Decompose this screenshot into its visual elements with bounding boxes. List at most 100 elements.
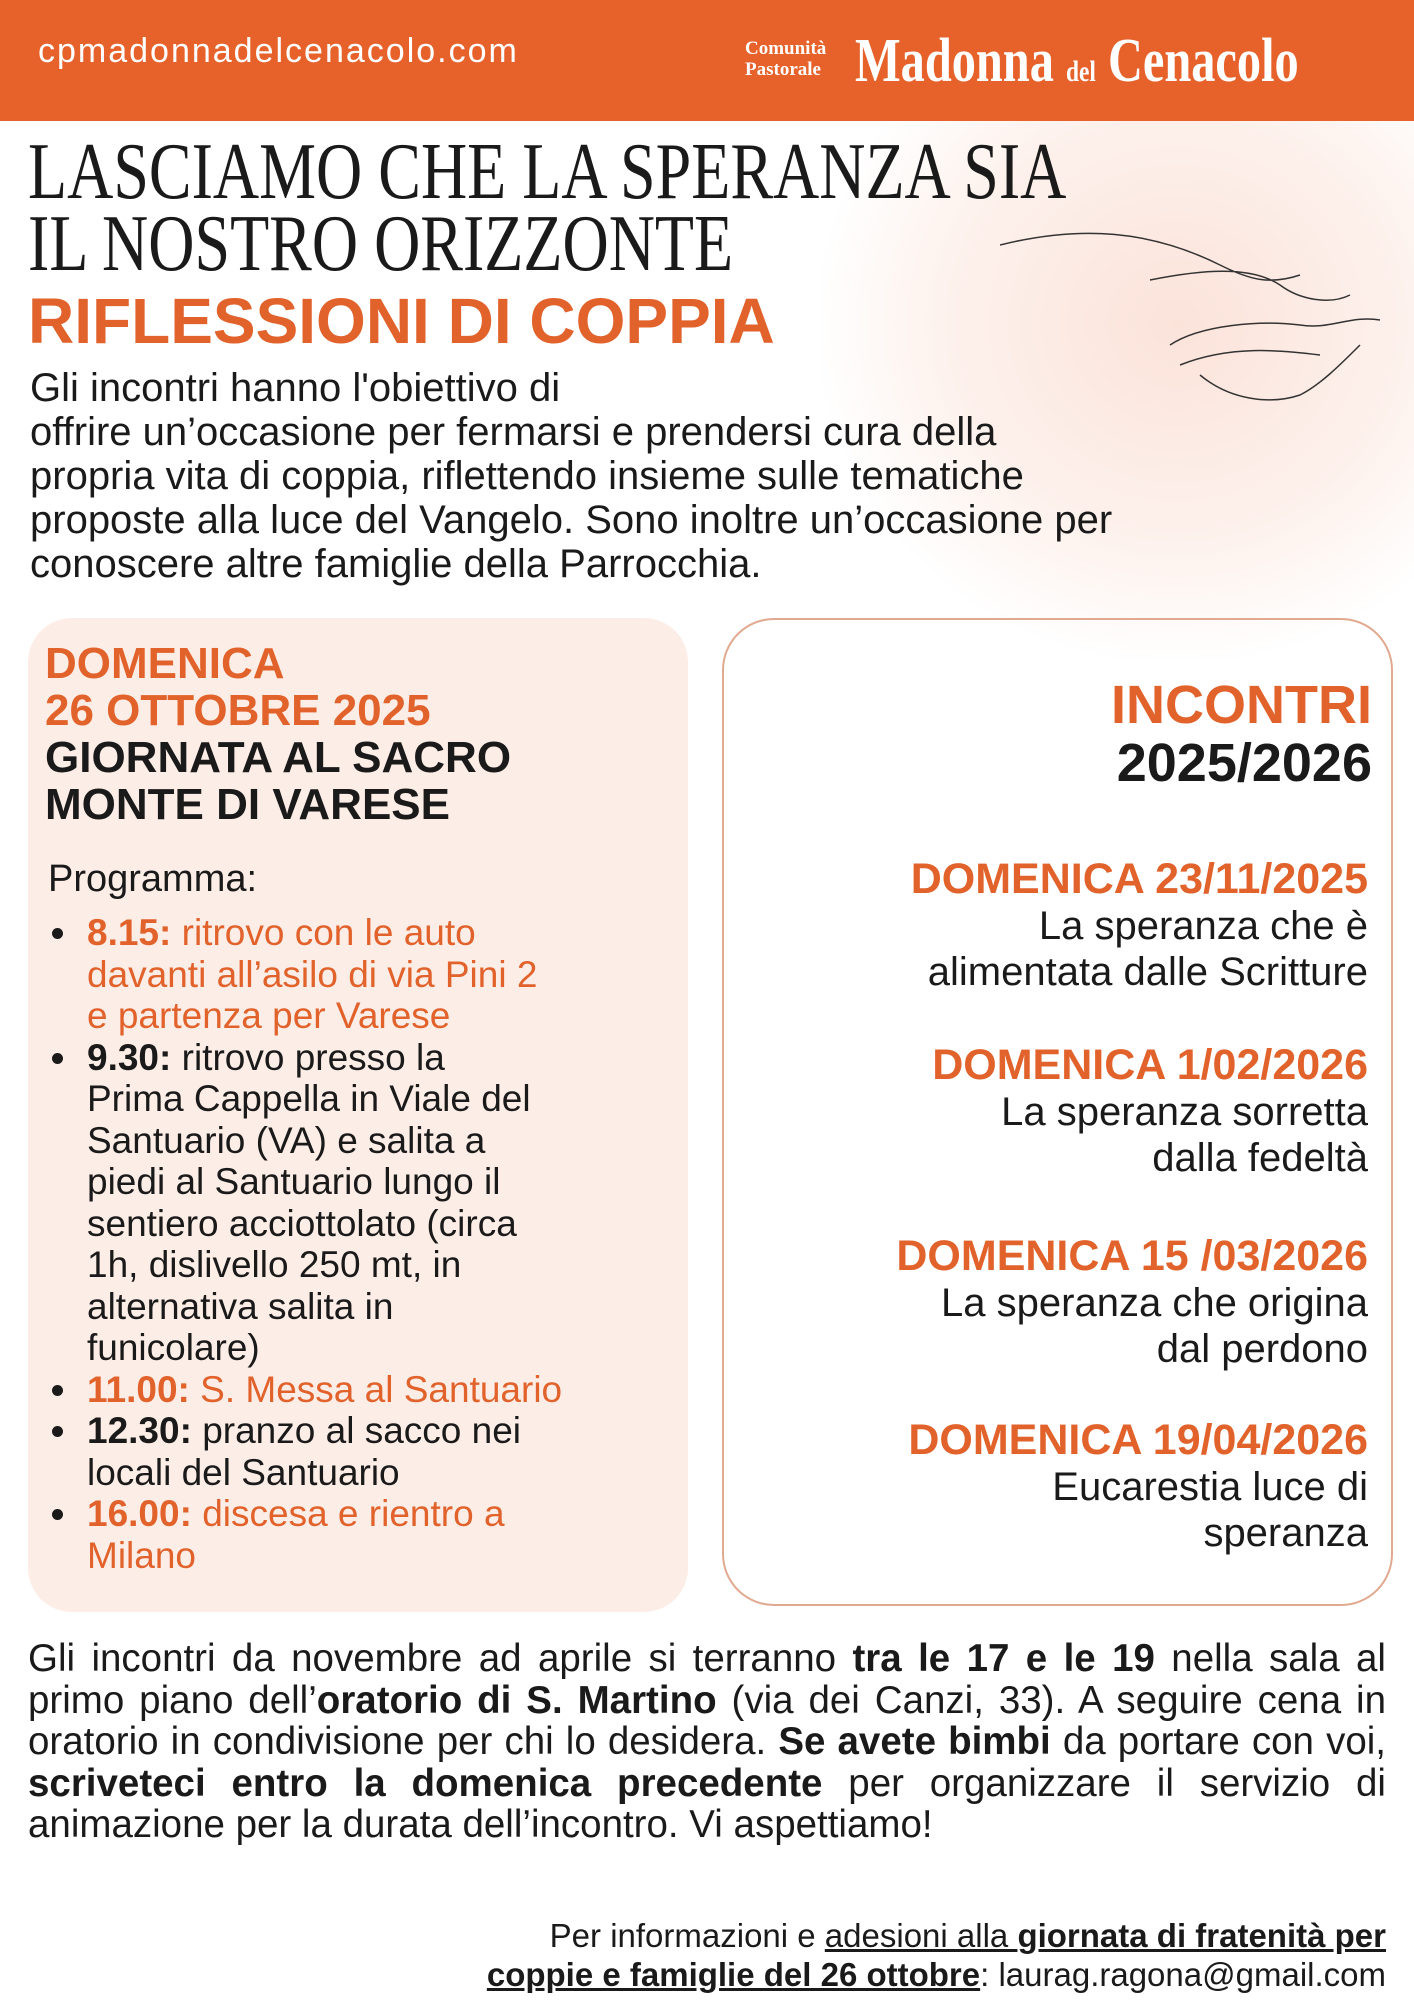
program-text: discesa e rientro a bbox=[202, 1493, 505, 1534]
date-line: DOMENICA bbox=[45, 639, 285, 688]
meeting-date: DOMENICA 15 /03/2026 bbox=[896, 1232, 1368, 1280]
notes: Gli incontri da novembre ad aprile si te… bbox=[28, 1638, 1386, 1846]
program-item: 9.30: ritrovo presso la Prima Cappella in… bbox=[50, 1037, 562, 1369]
title: LASCIAMO CHE LA SPERANZA SIA IL NOSTRO O… bbox=[28, 128, 1067, 288]
logo-name: Madonna del Cenacolo bbox=[855, 26, 1299, 97]
meeting: DOMENICA 23/11/2025 La speranza che è alim… bbox=[911, 855, 1368, 995]
logo-line: Comunità bbox=[745, 38, 827, 59]
background-decor bbox=[820, 100, 1414, 660]
event-title-line: GIORNATA AL SACRO bbox=[45, 733, 512, 782]
meeting: DOMENICA 19/04/2026 Eucarestia luce di spe… bbox=[908, 1416, 1368, 1556]
program-item: 8.15: ritrovo con le auto davanti all’asi… bbox=[50, 912, 562, 1037]
program-text: sentiero acciottolato (circa bbox=[87, 1202, 517, 1244]
subtitle: RIFLESSIONI DI COPPIA bbox=[28, 285, 775, 357]
event-title-line: MONTE DI VARESE bbox=[45, 780, 451, 829]
header-band bbox=[0, 0, 1414, 121]
program-line: Prima Cappella in Viale del bbox=[87, 1078, 562, 1120]
meetings-heading: INCONTRI 2025/2026 bbox=[1111, 676, 1372, 792]
program-line: 9.30: ritrovo presso la bbox=[87, 1037, 562, 1079]
contact-text: : laurag.ragona@gmail.com bbox=[980, 1956, 1386, 1993]
program-text: 1h, dislivello 250 mt, in bbox=[87, 1244, 462, 1285]
bullet bbox=[52, 1509, 63, 1520]
program-time: 9.30: bbox=[87, 1036, 172, 1078]
program-line: alternativa salita in bbox=[87, 1286, 562, 1328]
intro-line: proposte alla luce del Vangelo. Sono ino… bbox=[30, 498, 1113, 542]
meeting-date: DOMENICA 23/11/2025 bbox=[910, 855, 1368, 903]
bullet bbox=[52, 928, 63, 939]
logo-word: Madonna bbox=[855, 27, 1054, 95]
program-line: 12.30: pranzo al sacco nei bbox=[87, 1410, 562, 1452]
program-text: funicolare) bbox=[87, 1327, 260, 1368]
meeting-topic: La speranza che è bbox=[1038, 904, 1368, 948]
intro-line: conoscere altre famiglie della Parrocchi… bbox=[30, 542, 762, 586]
hands-illustration bbox=[1000, 232, 1381, 401]
meetings-box bbox=[722, 618, 1393, 1606]
meetings-title: INCONTRI bbox=[1111, 675, 1372, 735]
contact-text: Per informazioni e bbox=[549, 1917, 825, 1954]
program-item: 16.00: discesa e rientro a Milano bbox=[50, 1493, 562, 1576]
bullet bbox=[52, 1052, 63, 1064]
program-line: sentiero acciottolato (circa bbox=[87, 1203, 562, 1245]
logo-word: Cenacolo bbox=[1107, 27, 1299, 95]
notes-text: scriveteci entro la domenica precedente bbox=[28, 1761, 823, 1805]
program-line: davanti all’asilo di via Pini 2 bbox=[87, 954, 562, 996]
contact-line: coppie e famiglie del 26 ottobre: laurag… bbox=[487, 1955, 1386, 1994]
program-time: 11.00: bbox=[87, 1368, 190, 1410]
contact-text: adesioni alla bbox=[824, 1917, 1018, 1954]
logo-line: Pastorale bbox=[745, 59, 821, 80]
date-line: 26 OTTOBRE 2025 bbox=[45, 686, 431, 735]
program-time: 12.30: bbox=[87, 1410, 192, 1451]
contact-line: Per informazioni e adesioni alla giornat… bbox=[487, 1916, 1386, 1955]
notes-text: per organizzare il servizio di animazion… bbox=[28, 1761, 1386, 1846]
title-line: LASCIAMO CHE LA SPERANZA SIA bbox=[28, 128, 1067, 216]
program-text: ritrovo presso la bbox=[181, 1036, 445, 1078]
meeting: DOMENICA 1/02/2026 La speranza sorretta da… bbox=[932, 1041, 1368, 1181]
logo-small: Comunità Pastorale bbox=[745, 38, 826, 80]
contact-text: giornata di fratenità per bbox=[1017, 1917, 1386, 1954]
event-day-box bbox=[28, 618, 688, 1612]
contact: Per informazioni e adesioni alla giornat… bbox=[487, 1916, 1386, 1994]
program-line: 1h, dislivello 250 mt, in bbox=[87, 1244, 562, 1286]
logo-word: del bbox=[1065, 55, 1096, 88]
meeting: DOMENICA 15 /03/2026 La speranza che orig… bbox=[896, 1232, 1368, 1372]
program-line: 8.15: ritrovo con le auto bbox=[87, 912, 562, 954]
meeting-topic: speranza bbox=[1203, 1511, 1368, 1555]
notes-text: Se avete bimbi bbox=[778, 1720, 1051, 1763]
program-text: locali del Santuario bbox=[87, 1451, 400, 1493]
program-line: Santuario (VA) e salita a bbox=[87, 1120, 562, 1162]
program-text: Santuario (VA) e salita a bbox=[87, 1119, 486, 1161]
program-text: Milano bbox=[87, 1534, 196, 1576]
program-line: 16.00: discesa e rientro a bbox=[87, 1493, 562, 1535]
meetings-season: 2025/2026 bbox=[1116, 733, 1372, 793]
notes-text: nella sala al primo piano dell’ bbox=[28, 1637, 1386, 1722]
program-line: locali del Santuario bbox=[87, 1452, 562, 1494]
notes-text: da portare con voi, bbox=[1050, 1720, 1386, 1763]
meeting-date: DOMENICA 1/02/2026 bbox=[932, 1041, 1368, 1089]
program-time: 8.15: bbox=[87, 912, 172, 953]
meeting-topic: La speranza sorretta bbox=[1001, 1090, 1368, 1134]
program-text: alternativa salita in bbox=[87, 1285, 394, 1327]
meeting-topic: dalla fedeltà bbox=[1152, 1136, 1368, 1180]
meeting-topic: alimentata dalle Scritture bbox=[927, 950, 1368, 994]
program-text: pranzo al sacco nei bbox=[202, 1410, 522, 1451]
website: cpmadonnadelcenacolo.com bbox=[38, 32, 519, 70]
program-line: Milano bbox=[87, 1535, 562, 1577]
event-day-heading: DOMENICA 26 OTTOBRE 2025 GIORNATA AL SAC… bbox=[45, 640, 511, 828]
program-list: 8.15: ritrovo con le auto davanti all’asi… bbox=[50, 912, 562, 1576]
intro-line: propria vita di coppia, riflettendo insi… bbox=[30, 454, 1024, 498]
program-line: funicolare) bbox=[87, 1327, 562, 1369]
program-text: Prima Cappella in Viale del bbox=[87, 1078, 531, 1119]
meeting-date: DOMENICA 19/04/2026 bbox=[908, 1416, 1368, 1464]
program-text: piedi al Santuario lungo il bbox=[87, 1161, 501, 1202]
meeting-topic: dal perdono bbox=[1156, 1327, 1368, 1371]
program-time: 16.00: bbox=[87, 1493, 192, 1534]
title-line: IL NOSTRO ORIZZONTE bbox=[28, 200, 734, 288]
intro-line: Gli incontri hanno l'obiettivo di bbox=[30, 366, 561, 410]
contact-text: coppie e famiglie del 26 ottobre bbox=[486, 1956, 981, 1993]
program-text: davanti all’asilo di via Pini 2 bbox=[87, 953, 538, 995]
meeting-topic: Eucarestia luce di bbox=[1052, 1465, 1368, 1509]
meeting-topic: La speranza che origina bbox=[941, 1281, 1368, 1325]
bullet bbox=[52, 1426, 63, 1437]
program-text: ritrovo con le auto bbox=[181, 912, 476, 953]
